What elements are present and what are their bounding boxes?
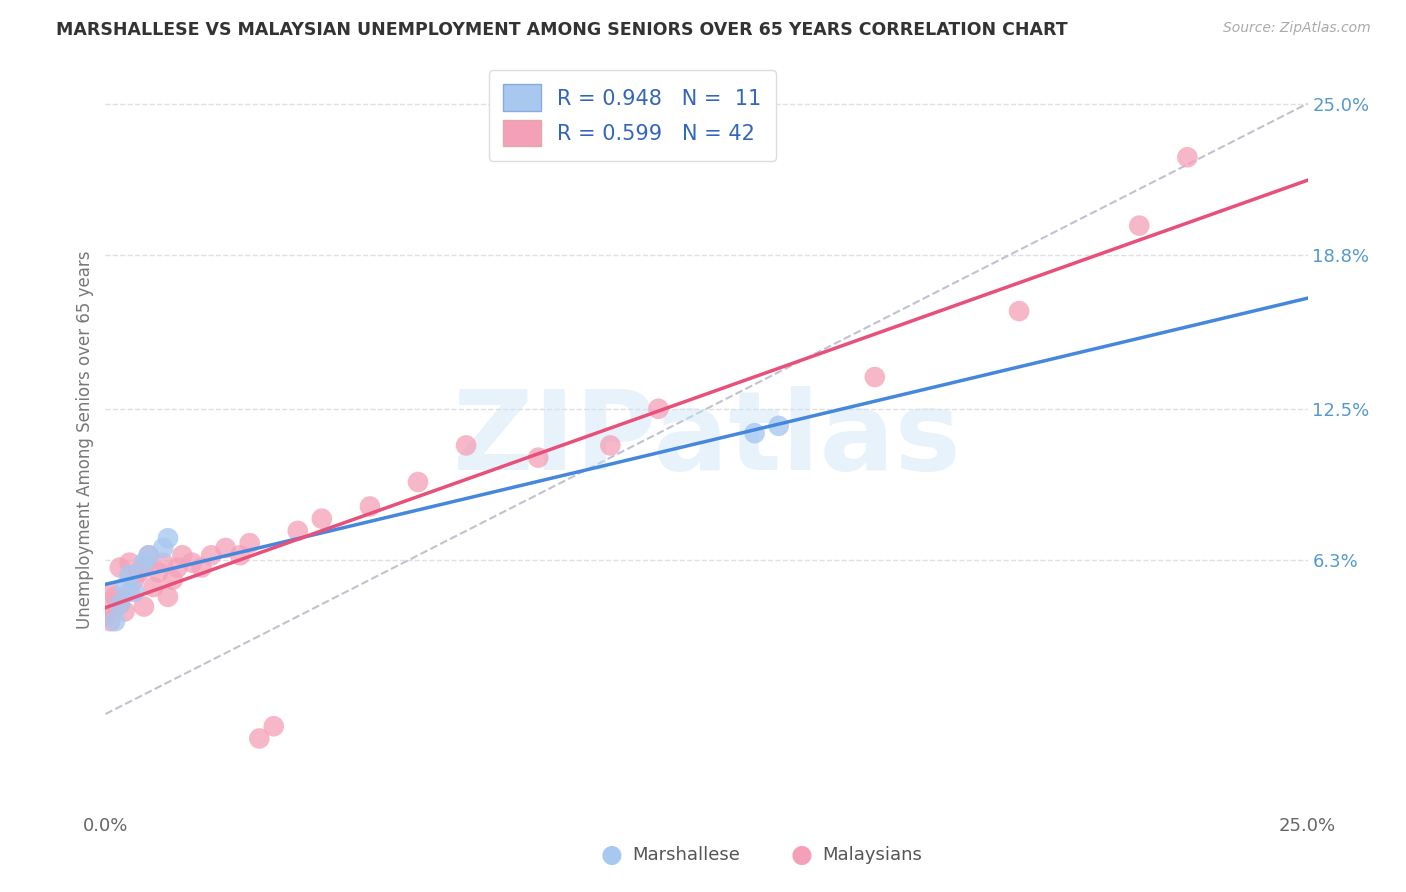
Point [263,719,285,733]
Point [229,549,252,563]
Point [239,536,262,550]
Text: MARSHALLESE VS MALAYSIAN UNEMPLOYMENT AMONG SENIORS OVER 65 YEARS CORRELATION CH: MARSHALLESE VS MALAYSIAN UNEMPLOYMENT AM… [56,21,1069,39]
Point [108,597,131,611]
Point [128,566,150,580]
Point [148,566,170,580]
Point [118,556,141,570]
Legend: R = 0.948   N =  11, R = 0.599   N = 42: R = 0.948 N = 11, R = 0.599 N = 42 [488,70,776,161]
Point [359,500,381,514]
Point [98,614,121,628]
Point [1128,219,1150,233]
Point [599,438,621,452]
Point [124,573,146,587]
Point [118,585,141,599]
Point [124,585,146,599]
Point [138,549,160,563]
Text: Marshallese: Marshallese [633,846,741,863]
Text: Malaysians: Malaysians [823,846,922,863]
Point [527,450,550,465]
Point [142,580,165,594]
Point [214,541,236,555]
Point [162,573,184,587]
Point [108,560,131,574]
Point [114,605,136,619]
Text: Source: ZipAtlas.com: Source: ZipAtlas.com [1223,21,1371,36]
Point [647,401,669,416]
Text: ZIPatlas: ZIPatlas [453,386,960,492]
Point [190,560,212,574]
Point [138,549,160,563]
Point [406,475,429,489]
Point [744,426,766,441]
Text: ●: ● [600,843,623,866]
Point [132,560,155,574]
Point [104,614,127,628]
Point [287,524,309,538]
Point [156,590,179,604]
Point [132,556,155,570]
Point [181,556,204,570]
Point [863,370,886,384]
Point [311,511,333,525]
Point [166,560,188,574]
Point [172,549,194,563]
Point [768,418,790,433]
Text: ●: ● [790,843,813,866]
Point [98,585,121,599]
Point [247,731,270,746]
Point [94,605,117,619]
Point [152,556,174,570]
Point [454,438,477,452]
Point [152,541,174,555]
Point [114,580,136,594]
Point [1175,150,1198,164]
Point [118,567,141,582]
Point [1008,304,1031,318]
Y-axis label: Unemployment Among Seniors over 65 years: Unemployment Among Seniors over 65 years [76,250,94,629]
Point [200,549,222,563]
Point [108,597,131,611]
Point [156,531,179,545]
Point [104,590,127,604]
Point [132,599,155,614]
Point [94,609,117,624]
